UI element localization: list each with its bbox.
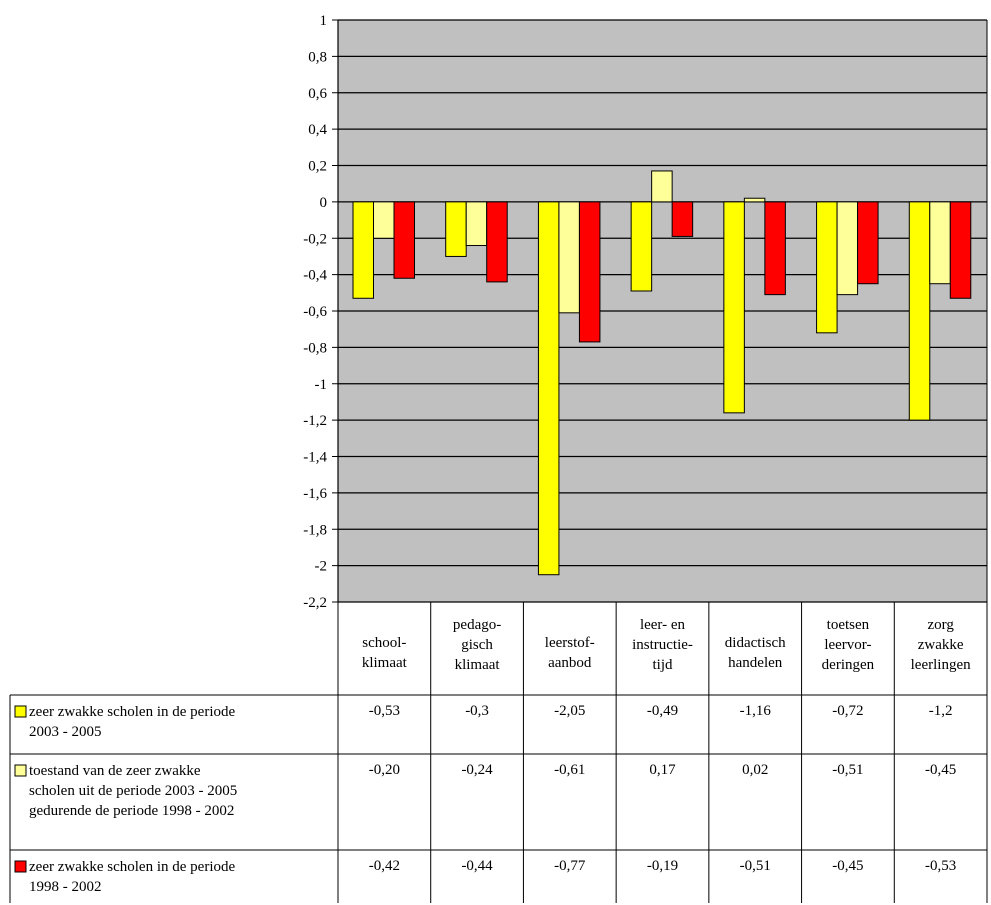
y-tick-label: -1,8 [303, 522, 327, 538]
category-label: tijd [652, 657, 673, 673]
bar [651, 170, 673, 203]
legend-label: 2003 - 2005 [29, 724, 102, 740]
category-label: instructie- [632, 637, 693, 653]
legend-key [14, 860, 27, 873]
y-tick-label: 0,4 [308, 122, 327, 138]
category-label: pedago- [453, 617, 501, 633]
data-label: -0,77 [554, 858, 586, 874]
legend-label: zeer zwakke scholen in de periode [29, 704, 235, 720]
bar [949, 201, 972, 299]
category-label: toetsen [827, 617, 870, 633]
category-label: klimaat [455, 657, 501, 673]
bar [836, 201, 859, 296]
bar [857, 201, 879, 285]
bar [723, 201, 745, 414]
data-label: -1,2 [929, 703, 953, 719]
bar [908, 201, 931, 421]
bar [393, 201, 415, 279]
data-label: -0,44 [461, 858, 493, 874]
y-tick-label: -1,4 [303, 450, 327, 466]
bar [630, 201, 653, 292]
y-tick-label: 0,8 [308, 49, 327, 65]
bar [352, 201, 374, 299]
data-label: -0,51 [740, 858, 771, 874]
y-tick-label: -2 [315, 559, 328, 575]
category-label: zorg [927, 617, 954, 633]
category-label: handelen [728, 655, 783, 671]
bar [486, 201, 508, 283]
bar [465, 201, 488, 247]
data-label: -0,3 [465, 703, 489, 719]
y-tick-label: -1 [315, 377, 328, 393]
y-tick-label: -0,6 [303, 304, 327, 320]
y-tick-label: -2,2 [303, 595, 327, 611]
data-label: -0,51 [832, 762, 863, 778]
data-label: -0,53 [925, 858, 956, 874]
data-label: -0,53 [369, 703, 400, 719]
y-tick-label: -0,8 [303, 340, 327, 356]
data-label: 0,17 [649, 762, 676, 778]
bar [929, 201, 951, 285]
bar [558, 201, 580, 314]
data-label: -0,45 [925, 762, 956, 778]
category-label: leer- en [640, 617, 686, 633]
data-label: -0,19 [647, 858, 678, 874]
category-label: school- [362, 635, 406, 651]
data-label: 0,02 [742, 762, 768, 778]
bar [373, 201, 395, 239]
bar [764, 201, 786, 296]
legend-label: 1998 - 2002 [29, 879, 102, 895]
category-label: zwakke [918, 637, 964, 653]
category-label: deringen [822, 657, 875, 673]
data-label: -0,42 [369, 858, 400, 874]
data-label: -0,45 [832, 858, 863, 874]
y-tick-label: -1,6 [303, 486, 327, 502]
data-label: -0,20 [369, 762, 400, 778]
bar [743, 197, 766, 203]
y-tick-label: -0,2 [303, 231, 327, 247]
bar [671, 201, 694, 237]
y-tick-label: 1 [320, 13, 328, 29]
y-tick-label: 0 [320, 195, 328, 211]
y-tick-label: 0,2 [308, 159, 327, 175]
category-label: klimaat [362, 655, 408, 671]
category-label: leervor- [824, 637, 871, 653]
category-label: gisch [461, 637, 493, 653]
data-label: -2,05 [554, 703, 585, 719]
data-label: -0,49 [647, 703, 678, 719]
legend-key [14, 764, 27, 777]
y-tick-label: 0,6 [308, 86, 327, 102]
y-tick-label: -0,4 [303, 268, 327, 284]
legend-label: zeer zwakke scholen in de periode [29, 859, 235, 875]
bar [816, 201, 838, 334]
category-label: aanbod [548, 655, 592, 671]
category-label: didactisch [725, 635, 786, 651]
bar [578, 201, 601, 343]
legend-label: gedurende de periode 1998 - 2002 [29, 803, 234, 819]
y-tick-label: -1,2 [303, 413, 327, 429]
bar [445, 201, 467, 257]
legend-key [14, 705, 27, 718]
data-label: -0,72 [832, 703, 863, 719]
data-label: -0,24 [461, 762, 493, 778]
legend-label: scholen uit de periode 2003 - 2005 [29, 783, 237, 799]
data-label: -1,16 [740, 703, 772, 719]
bar [537, 201, 560, 576]
category-label: leerstof- [545, 635, 595, 651]
category-label: leerlingen [911, 657, 971, 673]
data-label: -0,61 [554, 762, 585, 778]
legend-label: toestand van de zeer zwakke [29, 763, 201, 779]
